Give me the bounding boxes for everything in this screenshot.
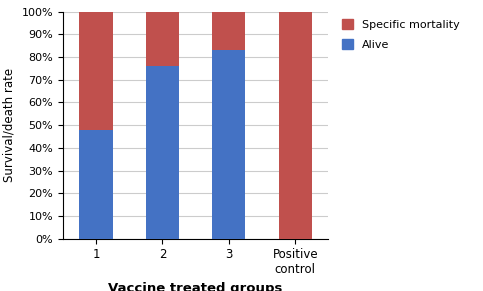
Bar: [146, 12, 179, 66]
Bar: [146, 66, 179, 239]
Bar: [212, 50, 245, 239]
Bar: [279, 12, 312, 239]
Bar: [212, 12, 245, 50]
Bar: [79, 12, 113, 130]
X-axis label: Vaccine treated groups: Vaccine treated groups: [108, 282, 283, 291]
Bar: [79, 130, 113, 239]
Y-axis label: Survival/death rate: Survival/death rate: [3, 68, 16, 182]
Legend: Specific mortality, Alive: Specific mortality, Alive: [340, 17, 461, 52]
